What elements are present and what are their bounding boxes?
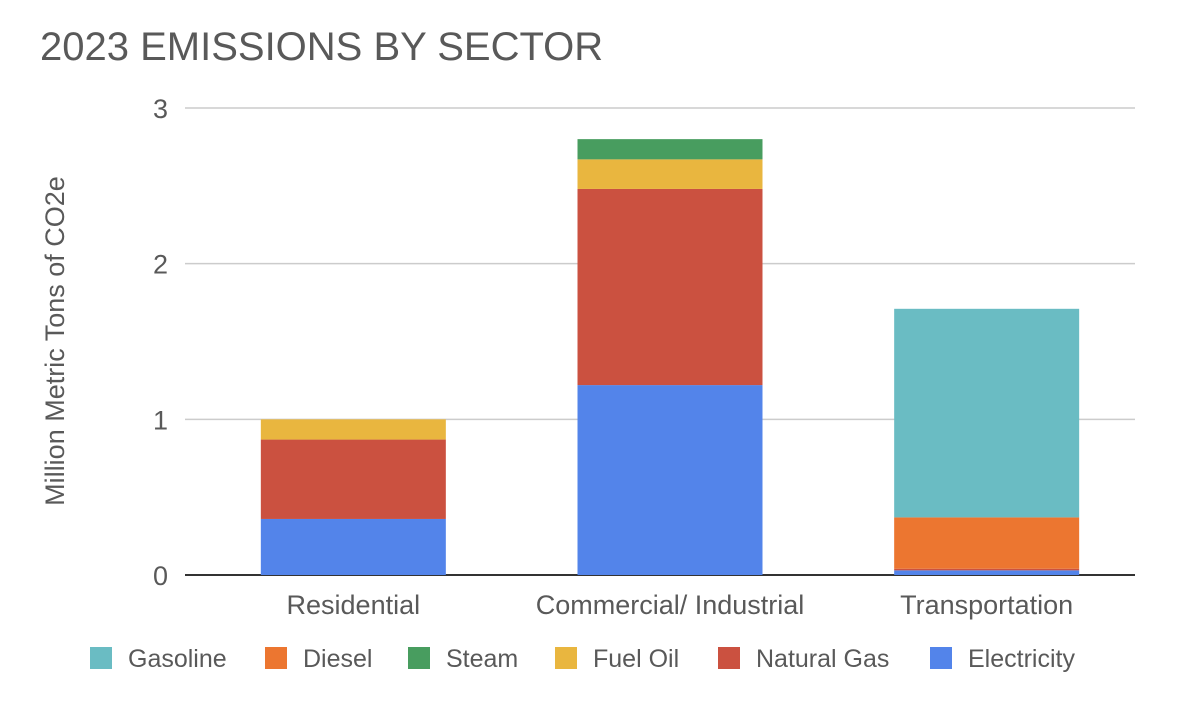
bar-segment-steam (577, 139, 763, 160)
x-tick-label: Commercial/ Industrial (536, 590, 805, 620)
bar-segment-electricity (894, 570, 1080, 575)
bar-segment-fuel-oil (260, 419, 446, 440)
legend-swatch (555, 647, 577, 669)
legend-swatch (90, 647, 112, 669)
legend-label: Natural Gas (756, 645, 889, 673)
legend-label: Steam (446, 645, 518, 673)
x-tick-label: Residential (287, 590, 421, 620)
bar-segment-electricity (577, 385, 763, 575)
legend-swatch (930, 647, 952, 669)
bar-segment-electricity (260, 518, 446, 575)
legend-label: Diesel (303, 645, 372, 673)
bar-segment-diesel (894, 517, 1080, 569)
legend-label: Fuel Oil (593, 645, 679, 673)
bar-segment-natural-gas (577, 188, 763, 386)
y-axis-label: Million Metric Tons of CO2e (40, 176, 70, 506)
chart-title: 2023 EMISSIONS BY SECTOR (40, 25, 603, 69)
legend-label: Electricity (968, 645, 1075, 673)
bar-segment-gasoline (894, 308, 1080, 518)
y-tick-label: 0 (153, 561, 168, 591)
y-tick-label: 3 (153, 94, 168, 124)
bar-segment-natural-gas (260, 439, 446, 519)
y-tick-label: 2 (153, 250, 168, 280)
legend-label: Gasoline (128, 645, 227, 673)
y-tick-label: 1 (153, 405, 168, 435)
x-tick-label: Transportation (900, 590, 1073, 620)
legend-swatch (718, 647, 740, 669)
bar-segment-fuel-oil (577, 159, 763, 189)
legend-swatch (265, 647, 287, 669)
bar-segment-natural-gas (894, 568, 1080, 571)
legend-swatch (408, 647, 430, 669)
